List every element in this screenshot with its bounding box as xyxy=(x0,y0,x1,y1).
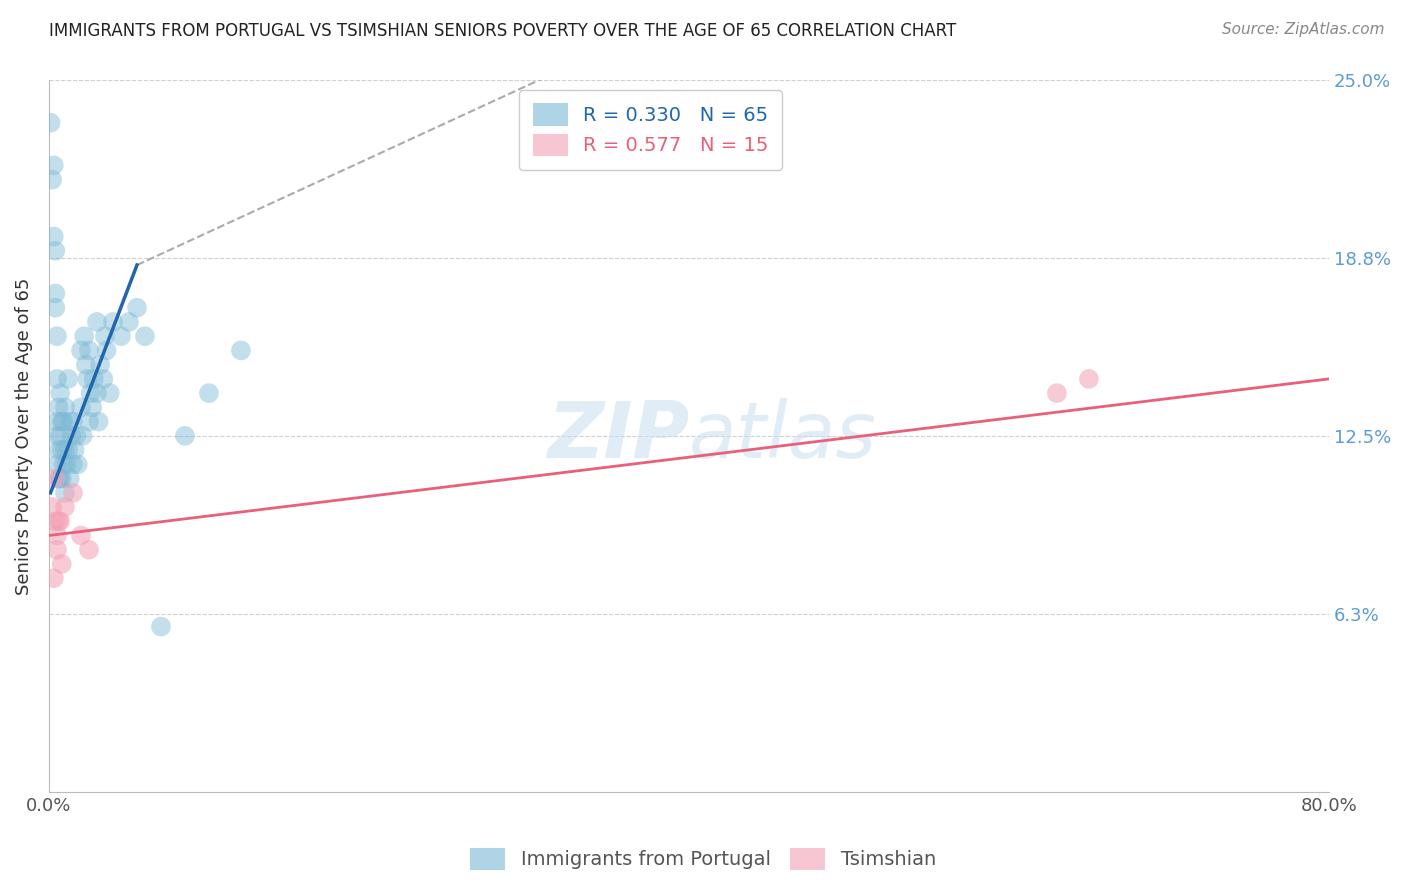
Text: Source: ZipAtlas.com: Source: ZipAtlas.com xyxy=(1222,22,1385,37)
Point xyxy=(70,528,93,542)
Point xyxy=(56,443,79,458)
Point xyxy=(46,429,69,443)
Point xyxy=(55,458,77,472)
Point xyxy=(41,172,63,186)
Point xyxy=(42,229,65,244)
Point xyxy=(86,386,108,401)
Point xyxy=(44,514,66,528)
Point xyxy=(86,315,108,329)
Point xyxy=(44,301,66,315)
Point xyxy=(49,514,72,528)
Point xyxy=(94,329,117,343)
Point xyxy=(82,401,104,415)
Point xyxy=(72,429,94,443)
Point xyxy=(49,386,72,401)
Y-axis label: Seniors Poverty Over the Age of 65: Seniors Poverty Over the Age of 65 xyxy=(15,277,32,595)
Point xyxy=(93,372,115,386)
Point xyxy=(48,443,70,458)
Point xyxy=(83,372,105,386)
Point xyxy=(77,415,100,429)
Point xyxy=(51,443,73,458)
Point xyxy=(101,315,124,329)
Point xyxy=(87,415,110,429)
Point xyxy=(174,429,197,443)
Point xyxy=(198,386,221,401)
Point xyxy=(229,343,252,358)
Point xyxy=(96,343,118,358)
Point xyxy=(42,571,65,585)
Point xyxy=(48,514,70,528)
Point xyxy=(52,415,75,429)
Point xyxy=(70,343,93,358)
Point xyxy=(98,386,121,401)
Legend: Immigrants from Portugal, Tsimshian: Immigrants from Portugal, Tsimshian xyxy=(463,839,943,878)
Point xyxy=(53,443,76,458)
Point xyxy=(125,301,148,315)
Point xyxy=(75,358,97,372)
Point xyxy=(41,500,63,514)
Point xyxy=(62,415,84,429)
Point xyxy=(76,372,98,386)
Point xyxy=(46,528,69,542)
Point xyxy=(70,401,93,415)
Point xyxy=(49,429,72,443)
Point xyxy=(89,358,111,372)
Point xyxy=(134,329,156,343)
Point xyxy=(79,386,101,401)
Point xyxy=(77,343,100,358)
Point xyxy=(110,329,132,343)
Point xyxy=(44,286,66,301)
Text: ZIP: ZIP xyxy=(547,398,689,474)
Point xyxy=(49,471,72,485)
Point xyxy=(46,372,69,386)
Point xyxy=(52,458,75,472)
Point xyxy=(77,542,100,557)
Point xyxy=(56,372,79,386)
Point xyxy=(51,557,73,571)
Point xyxy=(59,415,82,429)
Point xyxy=(53,485,76,500)
Point xyxy=(118,315,141,329)
Point xyxy=(46,542,69,557)
Point xyxy=(1077,372,1099,386)
Point xyxy=(46,329,69,343)
Point xyxy=(65,429,87,443)
Point xyxy=(46,458,69,472)
Point xyxy=(73,329,96,343)
Point xyxy=(62,458,84,472)
Point xyxy=(48,471,70,485)
Point xyxy=(46,415,69,429)
Text: atlas: atlas xyxy=(689,398,877,474)
Point xyxy=(62,485,84,500)
Point xyxy=(60,429,83,443)
Point xyxy=(51,415,73,429)
Point xyxy=(66,458,89,472)
Point xyxy=(53,500,76,514)
Point xyxy=(42,158,65,172)
Text: IMMIGRANTS FROM PORTUGAL VS TSIMSHIAN SENIORS POVERTY OVER THE AGE OF 65 CORRELA: IMMIGRANTS FROM PORTUGAL VS TSIMSHIAN SE… xyxy=(49,22,956,40)
Point xyxy=(48,401,70,415)
Point xyxy=(39,116,62,130)
Point xyxy=(53,401,76,415)
Point xyxy=(59,471,82,485)
Point xyxy=(51,471,73,485)
Point xyxy=(1046,386,1069,401)
Legend: R = 0.330   N = 65, R = 0.577   N = 15: R = 0.330 N = 65, R = 0.577 N = 15 xyxy=(519,90,782,169)
Point xyxy=(44,244,66,258)
Point xyxy=(44,471,66,485)
Point xyxy=(149,619,172,633)
Point xyxy=(63,443,86,458)
